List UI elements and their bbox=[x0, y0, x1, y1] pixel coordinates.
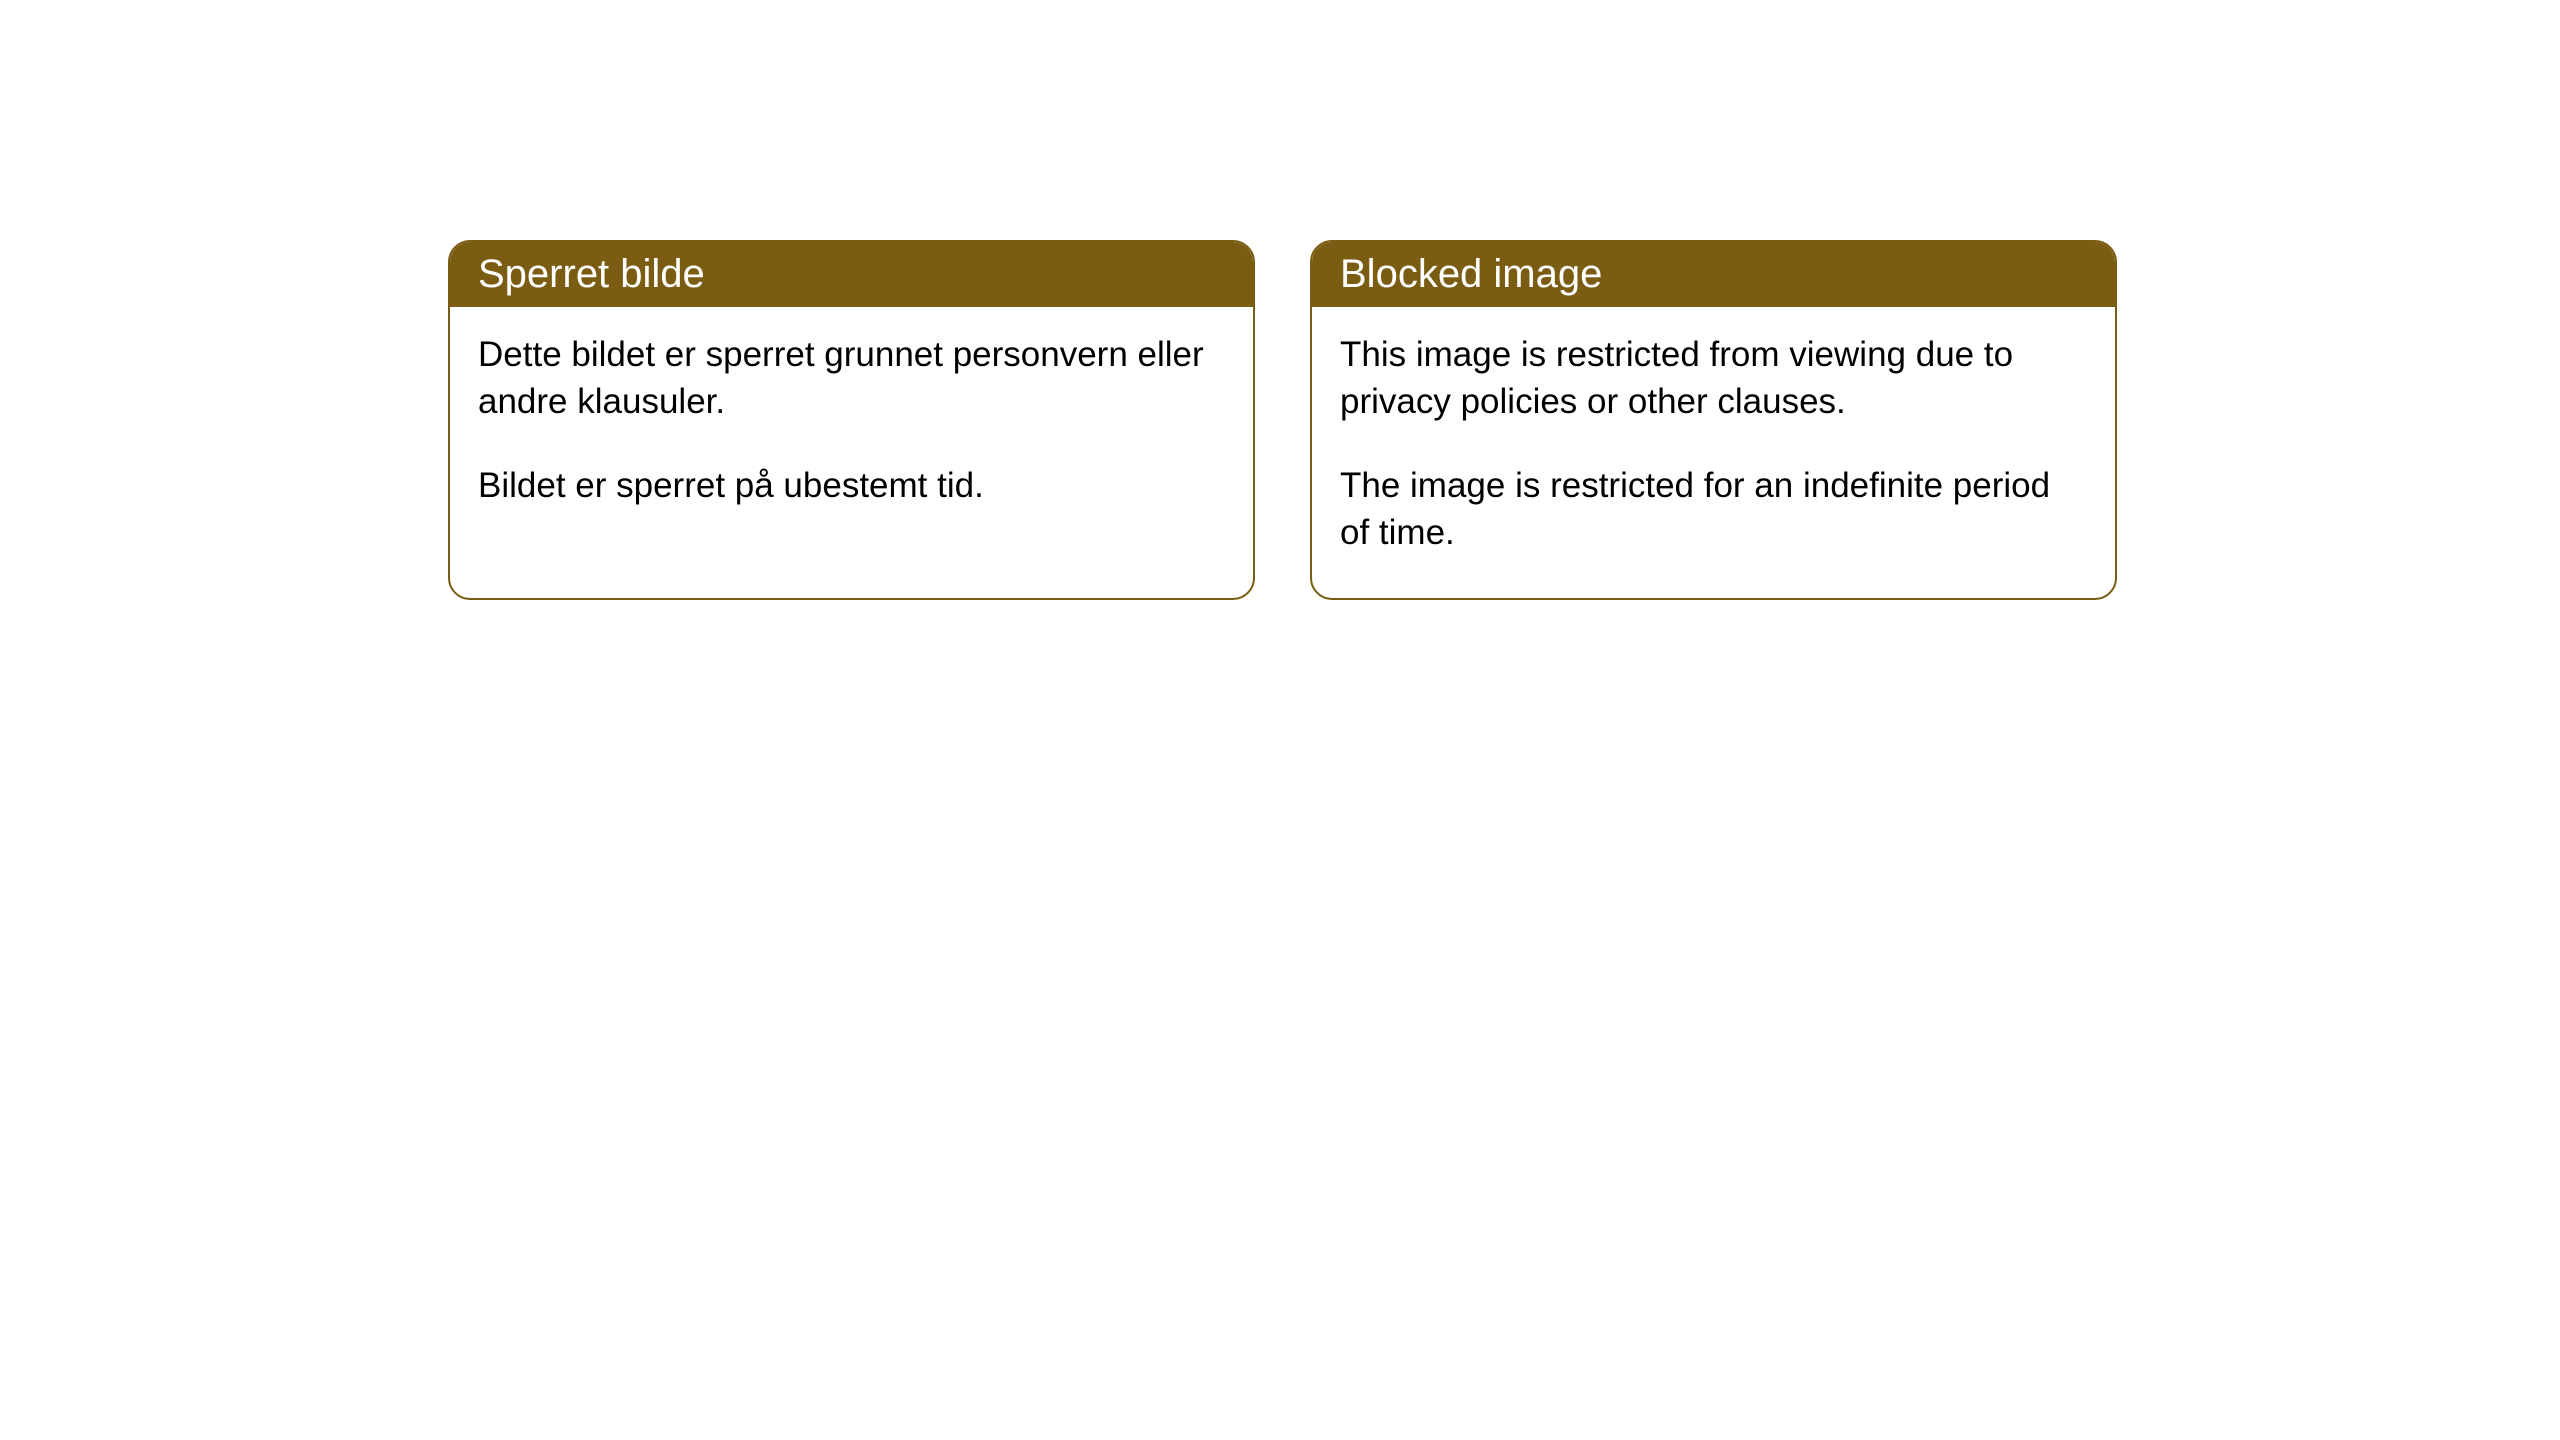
notice-card-norwegian: Sperret bilde Dette bildet er sperret gr… bbox=[448, 240, 1255, 600]
notice-cards-container: Sperret bilde Dette bildet er sperret gr… bbox=[448, 240, 2117, 600]
notice-title-norwegian: Sperret bilde bbox=[450, 242, 1253, 307]
notice-title-english: Blocked image bbox=[1312, 242, 2115, 307]
notice-card-english: Blocked image This image is restricted f… bbox=[1310, 240, 2117, 600]
notice-paragraph-1-english: This image is restricted from viewing du… bbox=[1340, 331, 2087, 426]
notice-body-norwegian: Dette bildet er sperret grunnet personve… bbox=[450, 307, 1253, 551]
notice-paragraph-2-english: The image is restricted for an indefinit… bbox=[1340, 462, 2087, 557]
notice-paragraph-1-norwegian: Dette bildet er sperret grunnet personve… bbox=[478, 331, 1225, 426]
notice-body-english: This image is restricted from viewing du… bbox=[1312, 307, 2115, 598]
notice-paragraph-2-norwegian: Bildet er sperret på ubestemt tid. bbox=[478, 462, 1225, 509]
